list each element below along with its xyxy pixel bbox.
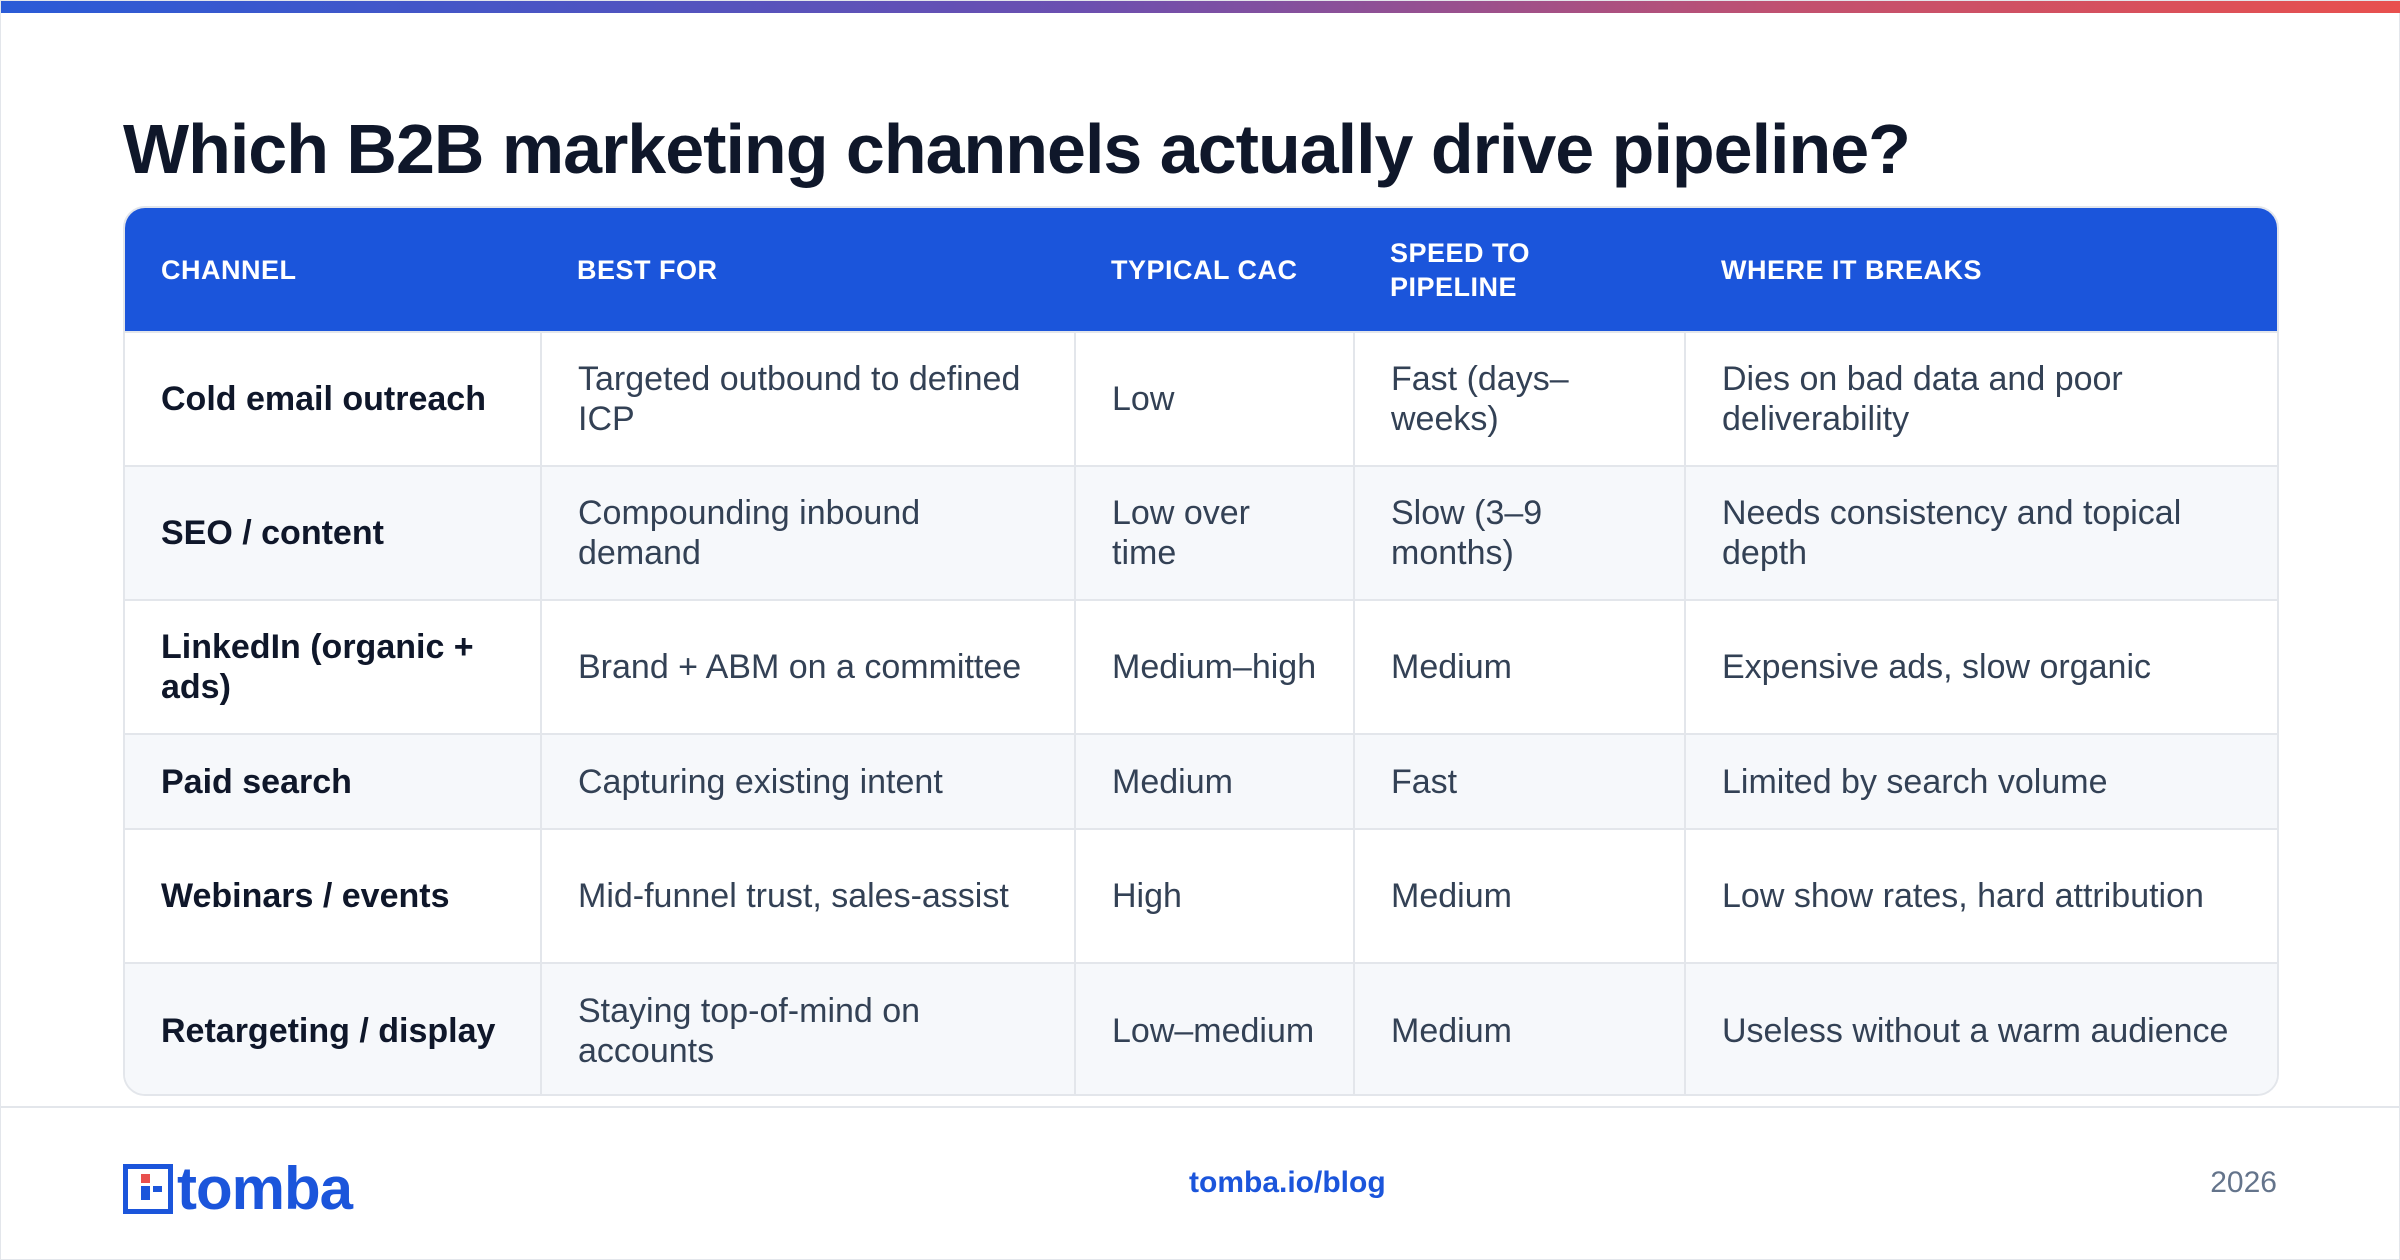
cell-where-it-breaks: Useless without a warm audience bbox=[1684, 963, 2277, 1094]
comparison-table: CHANNEL BEST FOR TYPICAL CAC SPEED TO PI… bbox=[125, 208, 2277, 1094]
header-where-it-breaks: WHERE IT BREAKS bbox=[1721, 254, 1983, 285]
tomba-logo[interactable]: tomba bbox=[123, 1155, 353, 1222]
tomba-logo-icon bbox=[123, 1164, 173, 1214]
cell-channel: LinkedIn (organic + ads) bbox=[161, 628, 474, 706]
cell-best-for: Targeted outbound to defined ICP bbox=[540, 332, 1075, 466]
cell-channel: SEO / content bbox=[161, 514, 384, 552]
cell-channel: Paid search bbox=[161, 762, 352, 801]
cell-speed-to-pipeline: Medium bbox=[1353, 829, 1685, 963]
cell-where-it-breaks: Needs consistency and topical depth bbox=[1684, 466, 2277, 600]
cell-speed-to-pipeline: Fast bbox=[1353, 734, 1685, 829]
cell-typical-cac: High bbox=[1074, 829, 1354, 963]
logo-wordmark: tomba bbox=[177, 1155, 353, 1222]
cell-typical-cac: Medium–high bbox=[1074, 600, 1354, 734]
cell-typical-cac: Medium bbox=[1074, 734, 1354, 829]
footer-year: 2026 bbox=[2210, 1166, 2277, 1199]
header-speed-to-pipeline: SPEED TO PIPELINE bbox=[1390, 237, 1531, 302]
header-typical-cac: TYPICAL CAC bbox=[1111, 254, 1298, 285]
cell-typical-cac: Low over time bbox=[1074, 466, 1354, 600]
table-row: SEO / content Compounding inbound demand… bbox=[125, 466, 2277, 600]
cell-where-it-breaks: Dies on bad data and poor deliverability bbox=[1684, 332, 2277, 466]
table-row: Paid search Capturing existing intent Me… bbox=[125, 734, 2277, 829]
cell-where-it-breaks: Low show rates, hard attribution bbox=[1684, 829, 2277, 963]
cell-best-for: Compounding inbound demand bbox=[540, 466, 1075, 600]
channel-comparison-table: CHANNEL BEST FOR TYPICAL CAC SPEED TO PI… bbox=[123, 206, 2279, 1096]
table-row: Webinars / events Mid-funnel trust, sale… bbox=[125, 829, 2277, 963]
cell-channel: Retargeting / display bbox=[161, 1011, 496, 1050]
cell-typical-cac: Low bbox=[1074, 332, 1354, 466]
gradient-top-bar bbox=[1, 1, 2400, 13]
cell-speed-to-pipeline: Medium bbox=[1353, 963, 1685, 1094]
cell-where-it-breaks: Expensive ads, slow organic bbox=[1684, 600, 2277, 734]
table-header-row: CHANNEL BEST FOR TYPICAL CAC SPEED TO PI… bbox=[125, 208, 2277, 332]
footer-divider bbox=[1, 1106, 2400, 1108]
cell-best-for: Brand + ABM on a committee bbox=[540, 600, 1075, 734]
cell-speed-to-pipeline: Slow (3–9 months) bbox=[1353, 466, 1685, 600]
cell-best-for: Staying top-of-mind on accounts bbox=[540, 963, 1075, 1094]
table-row: Retargeting / display Staying top-of-min… bbox=[125, 963, 2277, 1094]
table-row: Cold email outreach Targeted outbound to… bbox=[125, 332, 2277, 466]
table-row: LinkedIn (organic + ads) Brand + ABM on … bbox=[125, 600, 2277, 734]
cell-speed-to-pipeline: Fast (days–weeks) bbox=[1353, 332, 1685, 466]
cell-where-it-breaks: Limited by search volume bbox=[1684, 734, 2277, 829]
cell-channel: Cold email outreach bbox=[161, 380, 486, 418]
blog-link[interactable]: tomba.io/blog bbox=[1189, 1166, 1386, 1199]
header-best-for: BEST FOR bbox=[577, 254, 718, 285]
cell-typical-cac: Low–medium bbox=[1074, 963, 1354, 1094]
cell-channel: Webinars / events bbox=[161, 877, 450, 915]
cell-speed-to-pipeline: Medium bbox=[1353, 600, 1685, 734]
cell-best-for: Mid-funnel trust, sales-assist bbox=[540, 829, 1075, 963]
header-channel: CHANNEL bbox=[161, 254, 297, 285]
page-title: Which B2B marketing channels actually dr… bbox=[123, 110, 1911, 188]
cell-best-for: Capturing existing intent bbox=[540, 734, 1075, 829]
